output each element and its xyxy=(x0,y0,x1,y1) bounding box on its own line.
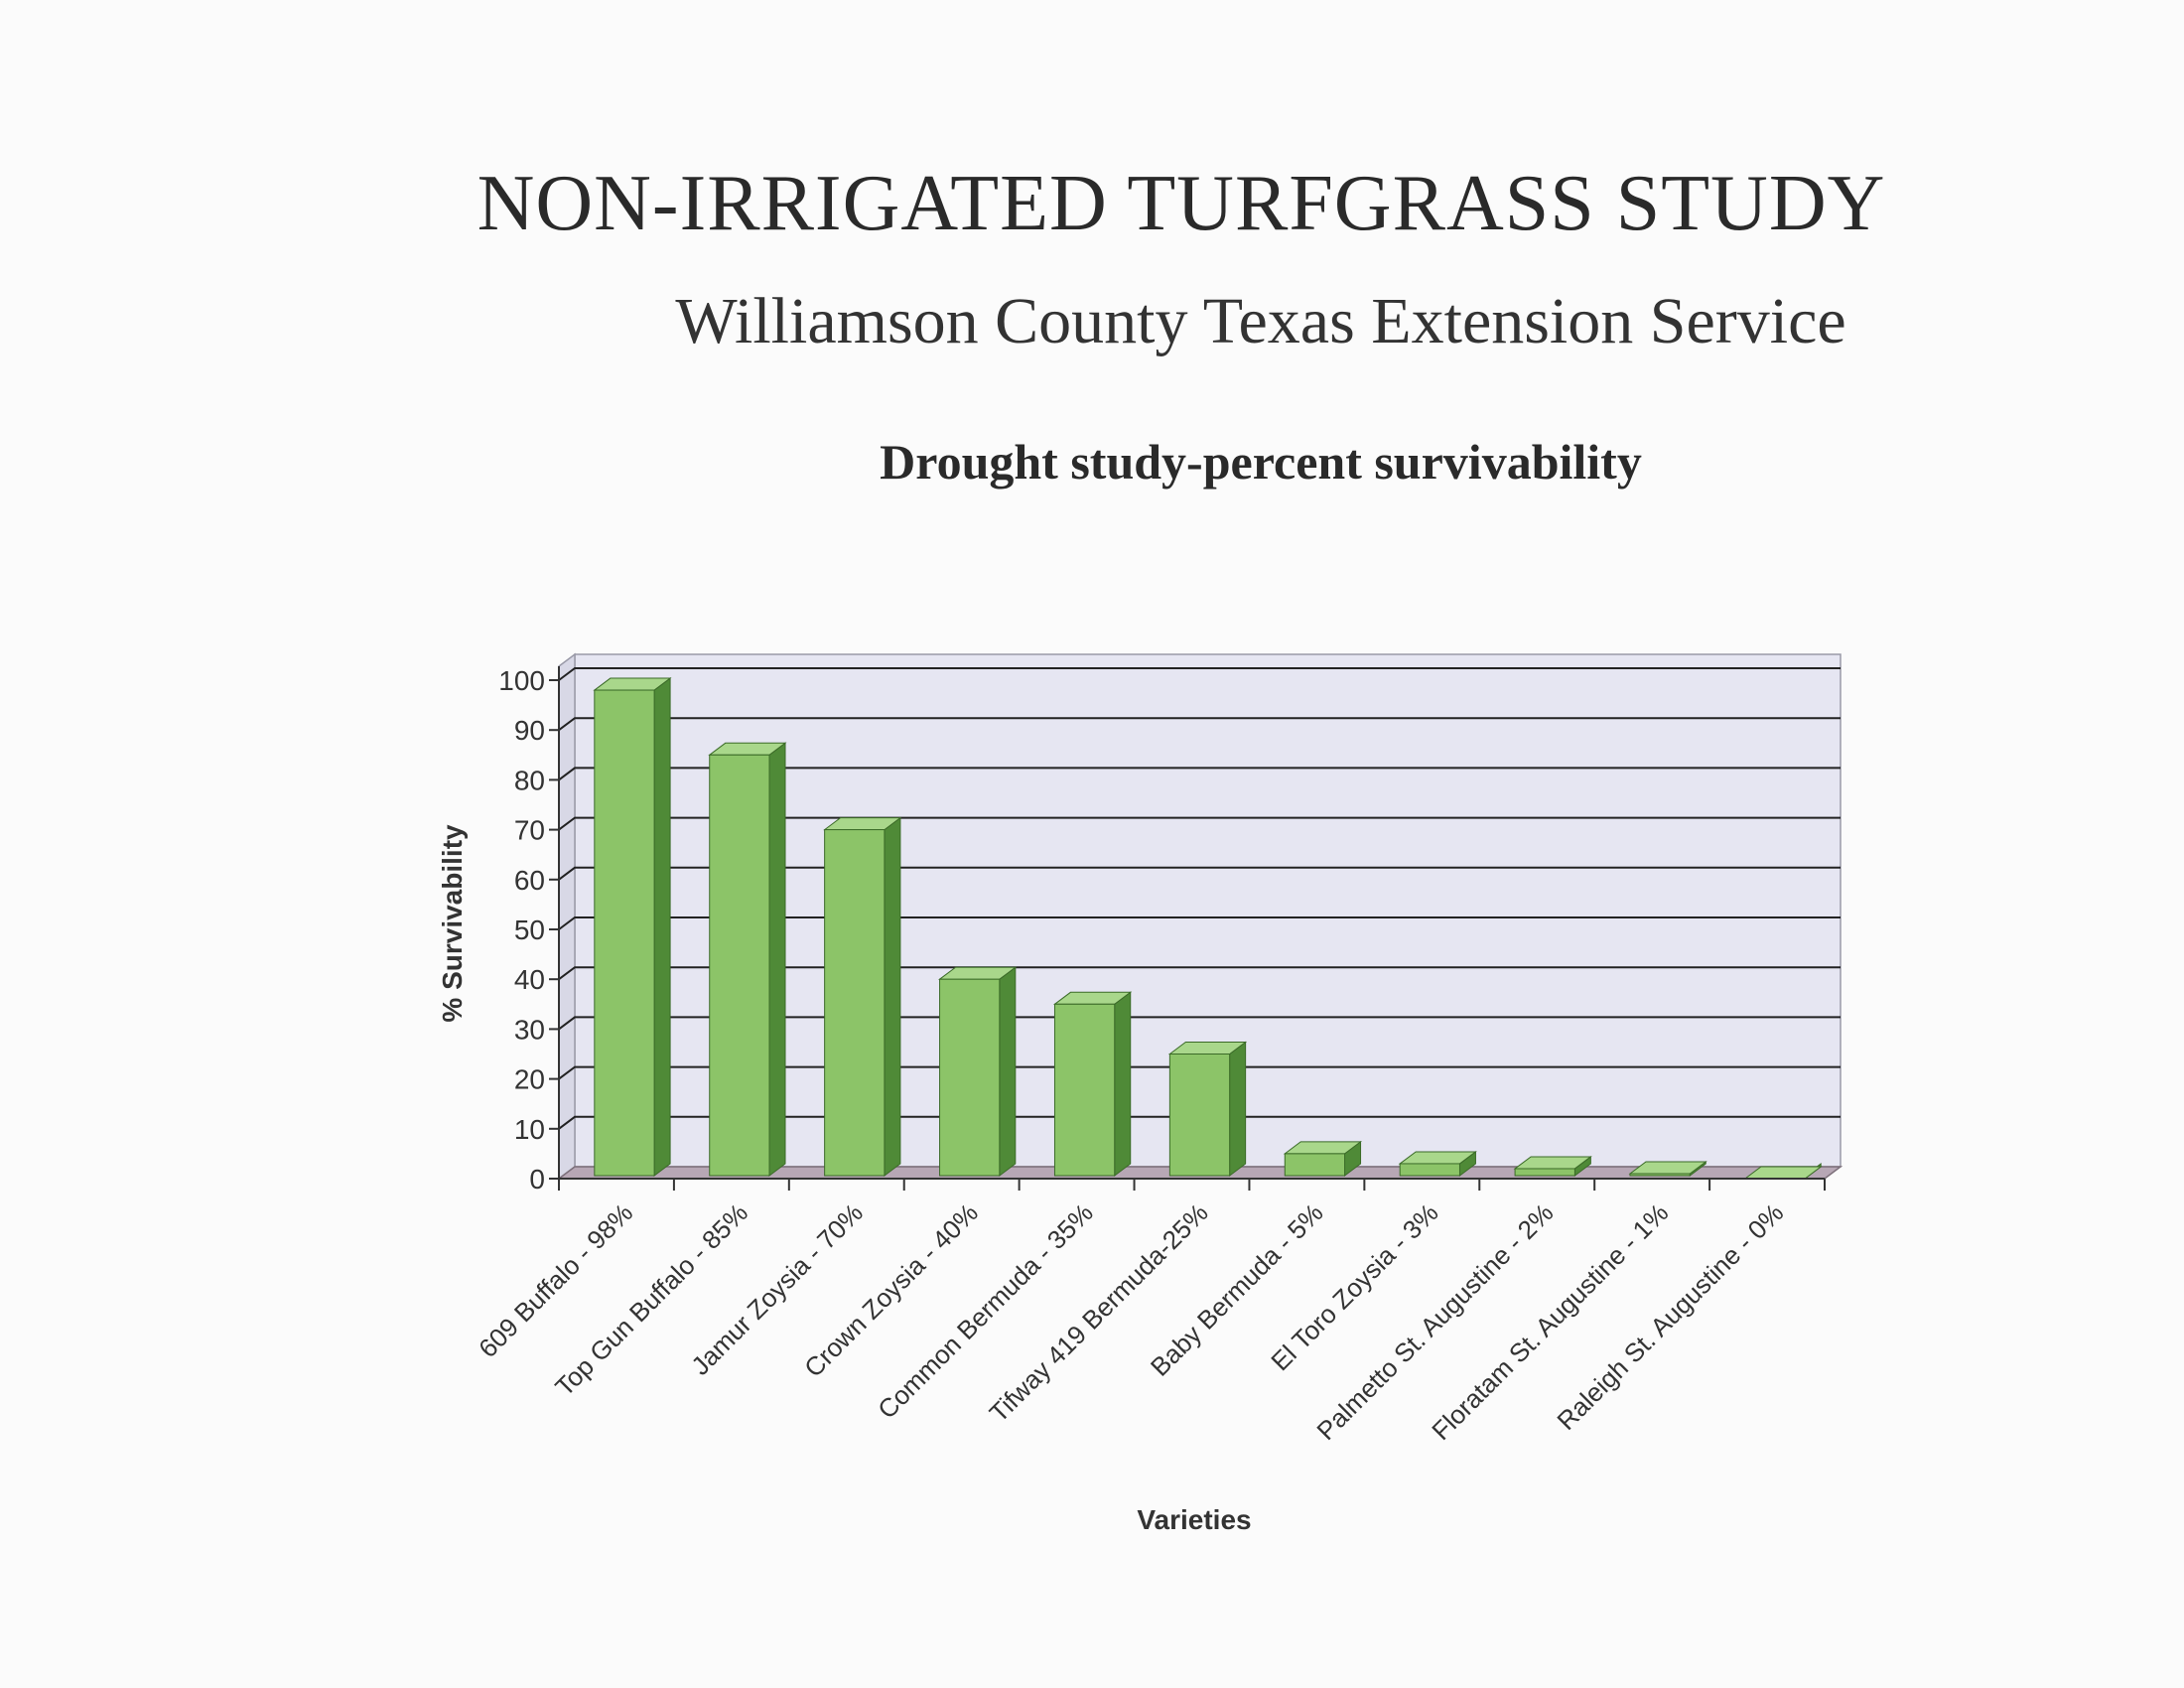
bar-side xyxy=(884,816,901,1177)
x-tick-label: Floratam St. Augustine - 1% xyxy=(1426,1197,1674,1446)
bar xyxy=(1513,1155,1592,1177)
bar xyxy=(938,966,1018,1177)
bar xyxy=(708,742,787,1177)
bar xyxy=(593,677,672,1177)
chart-title: Drought study-percent survivability xyxy=(880,434,1642,490)
y-tick-label: 70 xyxy=(514,815,545,846)
bar xyxy=(1052,991,1133,1177)
bar-side xyxy=(653,677,671,1177)
y-tick-label: 40 xyxy=(514,964,545,995)
bar-front xyxy=(939,978,1001,1177)
bar-front xyxy=(1514,1168,1575,1177)
x-axis: 609 Buffalo - 98%Top Gun Buffalo - 85%Ja… xyxy=(473,1178,1826,1446)
gridline xyxy=(558,667,1841,681)
x-tick-label: Top Gun Buffalo - 85% xyxy=(549,1197,753,1402)
y-tick-label: 60 xyxy=(514,865,545,896)
y-axis: 0 10 20 30 40 50 60 70 80 90 100 xyxy=(498,665,560,1195)
x-tick-label: Palmetto St. Augustine - 2% xyxy=(1310,1197,1559,1446)
y-tick-label: 100 xyxy=(498,665,545,696)
bar xyxy=(1167,1041,1248,1177)
bar xyxy=(1628,1160,1707,1177)
page-title: NON-IRRIGATED TURFGRASS STUDY xyxy=(0,159,2184,249)
x-axis-label: Varieties xyxy=(1137,1504,1251,1535)
y-tick-label: 80 xyxy=(514,765,545,795)
bar-front xyxy=(594,689,655,1177)
page-subtitle: Williamson County Texas Extension Servic… xyxy=(675,285,1846,357)
bar-front xyxy=(1629,1173,1691,1177)
bar xyxy=(1398,1150,1477,1177)
gridline xyxy=(558,866,1841,881)
bar-front xyxy=(1168,1054,1231,1177)
y-tick-label: 50 xyxy=(514,914,545,945)
x-tick-label: Raleigh St. Augustine - 0% xyxy=(1551,1197,1789,1436)
gridline xyxy=(558,1016,1841,1031)
bar-front xyxy=(824,829,886,1177)
x-tick-label: Tifway 419 Bermuda-25% xyxy=(984,1197,1214,1428)
y-tick-label: 90 xyxy=(514,715,545,746)
bar-side xyxy=(768,742,786,1177)
gridline xyxy=(558,767,1841,781)
bar-front xyxy=(1399,1163,1460,1177)
gridline xyxy=(558,1065,1841,1080)
bar-front xyxy=(1284,1153,1346,1177)
bar xyxy=(823,816,902,1177)
gridline xyxy=(558,916,1841,930)
gridline xyxy=(558,1115,1841,1130)
gridlines xyxy=(558,667,1841,1130)
y-axis-label: % Survivability xyxy=(437,824,468,1023)
bar-side xyxy=(1114,991,1132,1177)
bar xyxy=(1283,1140,1363,1177)
bar-front xyxy=(709,754,770,1177)
y-tick-label: 20 xyxy=(514,1064,545,1095)
page-title-text: NON-IRRIGATED TURFGRASS STUDY xyxy=(477,160,1886,247)
bars xyxy=(593,677,1823,1180)
plot-left-wall xyxy=(558,652,576,1181)
y-tick-label: 0 xyxy=(529,1164,545,1195)
bar-front xyxy=(1053,1003,1116,1177)
y-tick-label: 10 xyxy=(514,1114,545,1145)
gridline xyxy=(558,966,1841,981)
bar-side xyxy=(1229,1041,1247,1177)
bar-side xyxy=(999,966,1017,1177)
gridline xyxy=(558,717,1841,732)
y-tick-label: 30 xyxy=(514,1014,545,1045)
gridline xyxy=(558,816,1841,831)
x-tick-label: Common Bermuda - 35% xyxy=(872,1197,1099,1425)
